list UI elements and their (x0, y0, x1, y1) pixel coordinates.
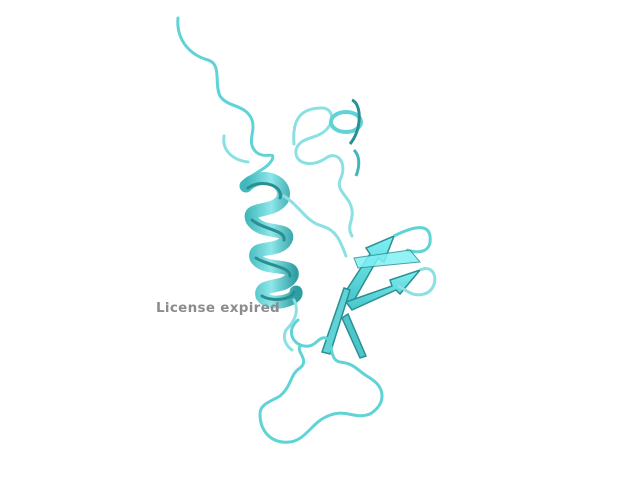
coil-middle (282, 194, 348, 258)
beta-sheet (321, 226, 437, 359)
coil-loop-top (292, 106, 354, 238)
watermark-text: License expired (156, 300, 281, 316)
coil-helix-exit (282, 298, 298, 352)
coil-n-terminus (176, 16, 275, 182)
coil-c-terminus (258, 318, 384, 444)
alpha-helix (239, 172, 303, 309)
short-helix-top (329, 98, 363, 177)
coil-branch (222, 134, 250, 164)
